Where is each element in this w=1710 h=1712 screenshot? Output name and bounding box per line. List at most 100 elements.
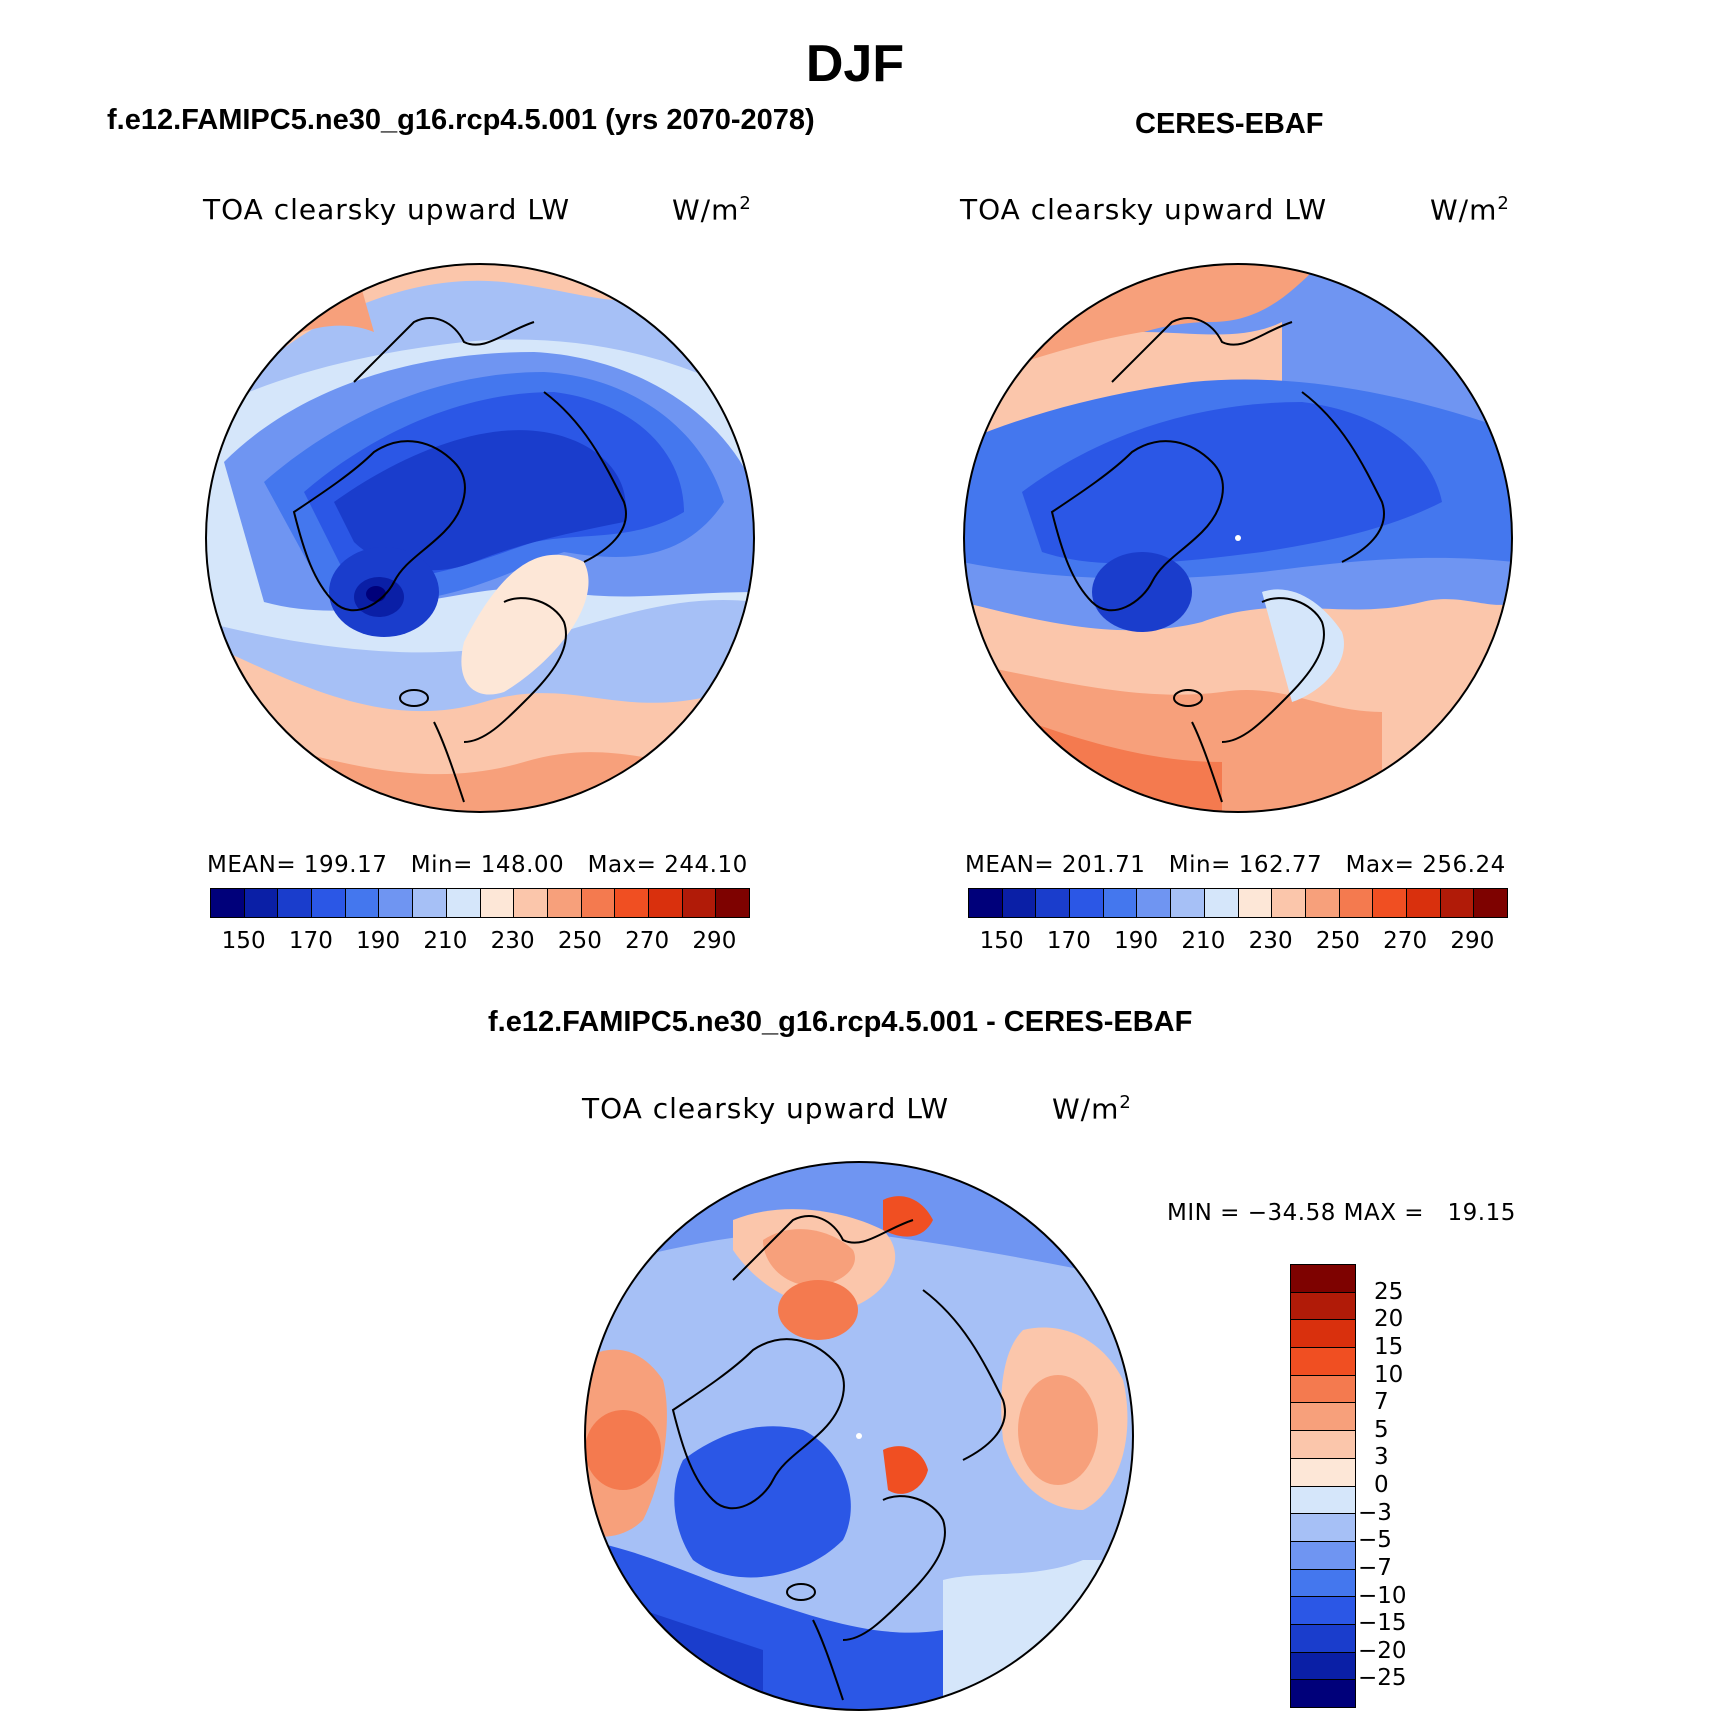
colorbar-tick-label: 230 [490,928,535,954]
colorbar-tick-label: 15 [1374,1333,1404,1360]
colorbar-swatch [681,889,716,917]
colorbar-swatch [1237,889,1272,917]
colorbar-swatch [715,889,749,917]
colorbar-tick-label: 290 [692,928,737,954]
colorbar-tick-label: 290 [1450,928,1495,954]
colorbar-tick-label: 190 [356,928,401,954]
colorbar-swatch [1338,889,1373,917]
colorbar-tick-label: −15 [1358,1610,1407,1637]
colorbar-tick-label: −7 [1358,1554,1392,1581]
colorbar-swatch [1405,889,1440,917]
obs-colorbar [968,888,1508,918]
colorbar-tick-label: 150 [221,928,266,954]
colorbar-swatch [546,889,581,917]
colorbar-swatch [1170,889,1204,917]
colorbar-swatch [1203,889,1238,917]
colorbar-tick-label: −10 [1358,1582,1407,1609]
colorbar-tick-label: 170 [1046,928,1091,954]
colorbar-tick-label: 250 [557,928,602,954]
colorbar-tick-label: 270 [625,928,670,954]
diff-polar-map [584,1161,1134,1711]
colorbar-swatch [1304,889,1339,917]
model-colorbar [210,888,750,918]
colorbar-swatch [1035,889,1070,917]
colorbar-swatch [211,889,244,917]
obs-polar-map [963,263,1513,813]
diff-colorbar-ticks: 25 20 15 10 7 5 3 0 −3 −5 −7 −10 −15 −20 −25 [1358,1264,1452,1706]
colorbar-swatch [311,889,345,917]
colorbar-swatch [1291,1513,1355,1541]
colorbar-tick-label: 230 [1248,928,1293,954]
colorbar-swatch [1271,889,1305,917]
colorbar-swatch [1291,1265,1355,1292]
colorbar-swatch [1069,889,1103,917]
colorbar-tick-label: 25 [1374,1278,1404,1305]
model-variable-label: TOA clearsky upward LW [203,193,571,226]
colorbar-swatch [513,889,547,917]
model-stats: MEAN= 199.17 Min= 148.00 Max= 244.10 [207,852,748,878]
diff-stats: MIN = −34.58 MAX = 19.15 [1167,1200,1516,1226]
colorbar-swatch [1136,889,1171,917]
figure-title: DJF [805,35,905,93]
diff-units-label: W/m2 [1052,1092,1132,1126]
colorbar-swatch [378,889,413,917]
obs-case-title: CERES-EBAF [1135,108,1324,140]
colorbar-tick-label: −3 [1358,1499,1392,1526]
colorbar-swatch [1102,889,1137,917]
colorbar-swatch [1372,889,1406,917]
obs-colorbar-ticks: 150 170 190 210 230 250 270 290 [968,928,1506,958]
colorbar-tick-label: 5 [1374,1416,1389,1443]
colorbar-tick-label: 150 [979,928,1024,954]
colorbar-swatch [580,889,615,917]
colorbar-swatch [1291,1402,1355,1431]
colorbar-swatch [1291,1485,1355,1514]
colorbar-tick-label: 210 [1181,928,1226,954]
colorbar-swatch [1291,1430,1355,1458]
colorbar-swatch [647,889,682,917]
colorbar-swatch [445,889,480,917]
colorbar-swatch [1291,1540,1355,1569]
colorbar-swatch [1291,1457,1355,1486]
colorbar-swatch [1291,1291,1355,1320]
colorbar-tick-label: 3 [1374,1444,1389,1471]
obs-stats: MEAN= 201.71 Min= 162.77 Max= 256.24 [965,852,1506,878]
colorbar-swatch [1291,1623,1355,1652]
colorbar-tick-label: 210 [423,928,468,954]
colorbar-swatch [969,889,1002,917]
model-colorbar-ticks: 150 170 190 210 230 250 270 290 [210,928,748,958]
colorbar-swatch [1291,1679,1355,1707]
colorbar-swatch [1291,1347,1355,1375]
colorbar-swatch [1473,889,1507,917]
colorbar-tick-label: 7 [1374,1389,1389,1416]
colorbar-swatch [1439,889,1474,917]
colorbar-swatch [344,889,379,917]
diff-colorbar [1290,1264,1356,1708]
model-polar-map [205,263,755,813]
colorbar-swatch [479,889,514,917]
colorbar-tick-label: 170 [288,928,333,954]
colorbar-swatch [243,889,278,917]
colorbar-tick-label: −25 [1358,1665,1407,1692]
colorbar-swatch [412,889,446,917]
obs-variable-label: TOA clearsky upward LW [960,193,1328,226]
model-units-label: W/m2 [672,193,752,227]
colorbar-tick-label: 250 [1315,928,1360,954]
colorbar-tick-label: −20 [1358,1637,1407,1664]
colorbar-swatch [1291,1319,1355,1348]
colorbar-swatch [1291,1596,1355,1624]
diff-variable-label: TOA clearsky upward LW [582,1092,950,1125]
colorbar-tick-label: 0 [1374,1472,1389,1498]
colorbar-tick-label: 20 [1374,1306,1404,1333]
colorbar-swatch [1291,1374,1355,1403]
colorbar-tick-label: 10 [1374,1361,1404,1388]
colorbar-swatch [277,889,312,917]
model-case-title: f.e12.FAMIPC5.ne30_g16.rcp4.5.001 (yrs 2… [107,104,815,136]
colorbar-swatch [614,889,648,917]
obs-units-label: W/m2 [1430,193,1510,227]
colorbar-swatch [1291,1568,1355,1597]
colorbar-tick-label: −5 [1358,1527,1392,1554]
colorbar-swatch [1291,1651,1355,1680]
colorbar-swatch [1001,889,1036,917]
diff-case-title: f.e12.FAMIPC5.ne30_g16.rcp4.5.001 - CERE… [488,1006,1193,1038]
colorbar-tick-label: 190 [1114,928,1159,954]
